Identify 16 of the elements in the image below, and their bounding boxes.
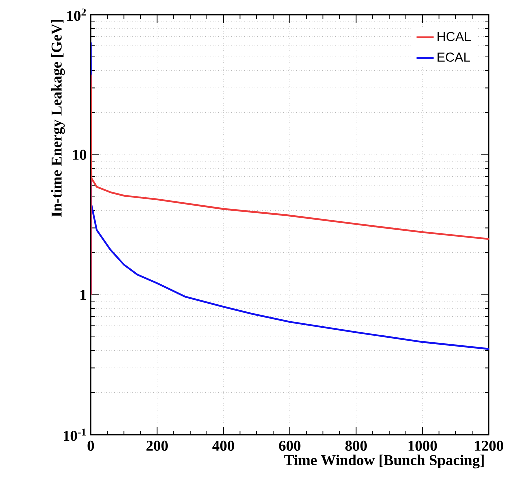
x-tick-label: 200 <box>146 440 168 452</box>
x-tick-label: 800 <box>346 440 368 452</box>
y-tick-label: 10$^{2}$ <box>68 8 86 22</box>
x-axis-title: Time Window [Bunch Spacing] <box>284 454 484 469</box>
y-tick-label: 10 <box>73 150 87 160</box>
x-tick-label: 1000 <box>408 440 438 452</box>
y-tick-label: 1 <box>80 290 86 300</box>
line-series <box>91 74 489 296</box>
x-tick-label: 400 <box>212 440 234 452</box>
x-tick-label: 1200 <box>475 440 504 452</box>
x-tick-label: 0 <box>88 440 94 452</box>
y-tick-label: 10$^{-1}$ <box>64 428 86 442</box>
legend-label: ECAL <box>438 52 470 62</box>
x-tick-label: 600 <box>279 440 301 452</box>
legend-label: HCAL <box>438 32 472 42</box>
y-axis-title: In-time Energy Leakage [GeV] <box>51 20 66 218</box>
